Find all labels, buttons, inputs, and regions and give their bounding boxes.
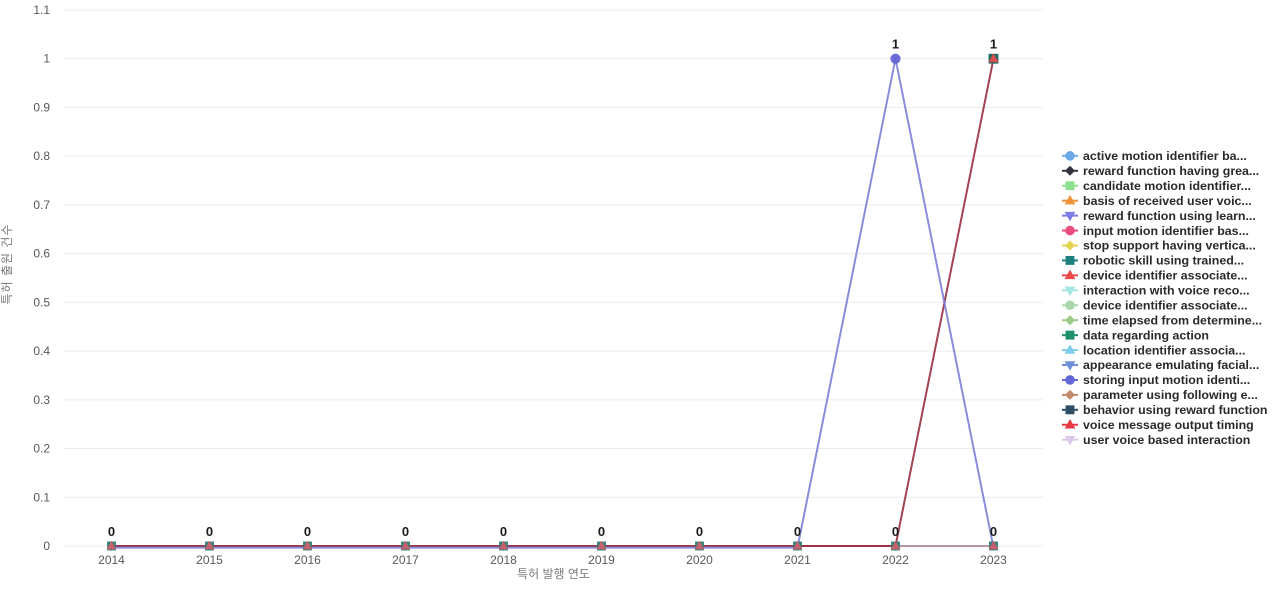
svg-text:0.8: 0.8 — [33, 149, 50, 163]
svg-text:2014: 2014 — [98, 553, 125, 567]
svg-text:time elapsed from determine...: time elapsed from determine... — [1083, 313, 1262, 327]
svg-text:appearance emulating facial...: appearance emulating facial... — [1083, 358, 1259, 372]
svg-text:0: 0 — [598, 524, 605, 539]
svg-text:2019: 2019 — [588, 553, 615, 567]
svg-text:0: 0 — [43, 539, 50, 553]
svg-text:device identifier associate...: device identifier associate... — [1083, 298, 1248, 312]
svg-text:reward function using learn...: reward function using learn... — [1083, 209, 1256, 223]
svg-text:2021: 2021 — [784, 553, 811, 567]
svg-text:0.7: 0.7 — [33, 198, 50, 212]
svg-text:0.4: 0.4 — [33, 344, 50, 358]
svg-text:2017: 2017 — [392, 553, 419, 567]
svg-text:0.9: 0.9 — [33, 100, 50, 114]
svg-text:2016: 2016 — [294, 553, 321, 567]
svg-text:data regarding action: data regarding action — [1083, 328, 1209, 342]
svg-text:behavior using reward function: behavior using reward function — [1083, 403, 1268, 417]
svg-text:특허 발행 연도: 특허 발행 연도 — [517, 566, 590, 581]
svg-text:active motion identifier ba...: active motion identifier ba... — [1083, 149, 1247, 163]
svg-text:0: 0 — [402, 524, 409, 539]
svg-text:2015: 2015 — [196, 553, 223, 567]
svg-text:0.2: 0.2 — [33, 442, 50, 456]
svg-text:storing input motion identi...: storing input motion identi... — [1083, 373, 1250, 387]
svg-text:device identifier associate...: device identifier associate... — [1083, 269, 1248, 283]
svg-text:2020: 2020 — [686, 553, 713, 567]
svg-text:input motion identifier bas...: input motion identifier bas... — [1083, 224, 1249, 238]
svg-text:2022: 2022 — [882, 553, 909, 567]
svg-text:2018: 2018 — [490, 553, 517, 567]
svg-text:stop support having vertica...: stop support having vertica... — [1083, 239, 1256, 253]
svg-text:candidate motion identifier...: candidate motion identifier... — [1083, 179, 1251, 193]
svg-text:0: 0 — [990, 524, 997, 539]
svg-text:1: 1 — [990, 37, 997, 52]
svg-text:location identifier associa...: location identifier associa... — [1083, 343, 1246, 357]
svg-text:user voice based interaction: user voice based interaction — [1083, 433, 1250, 447]
svg-text:basis of received user voic...: basis of received user voic... — [1083, 194, 1252, 208]
svg-text:1: 1 — [892, 37, 899, 52]
svg-text:0: 0 — [304, 524, 311, 539]
svg-text:0.3: 0.3 — [33, 393, 50, 407]
svg-text:0: 0 — [696, 524, 703, 539]
svg-text:1: 1 — [43, 52, 50, 66]
svg-text:2023: 2023 — [980, 553, 1007, 567]
svg-text:0.1: 0.1 — [33, 490, 50, 504]
svg-text:0: 0 — [206, 524, 213, 539]
svg-text:0: 0 — [892, 524, 899, 539]
svg-text:특허 출원 건수: 특허 출원 건수 — [0, 224, 14, 305]
svg-text:1.1: 1.1 — [33, 3, 50, 17]
svg-text:reward function having grea...: reward function having grea... — [1083, 164, 1259, 178]
svg-text:parameter using following e...: parameter using following e... — [1083, 388, 1258, 402]
svg-text:0.5: 0.5 — [33, 295, 50, 309]
svg-text:0: 0 — [108, 524, 115, 539]
svg-text:interaction with voice reco...: interaction with voice reco... — [1083, 284, 1250, 298]
svg-text:0.6: 0.6 — [33, 247, 50, 261]
svg-text:robotic skill using trained...: robotic skill using trained... — [1083, 254, 1244, 268]
svg-text:0: 0 — [500, 524, 507, 539]
svg-text:0: 0 — [794, 524, 801, 539]
svg-text:voice message output timing: voice message output timing — [1083, 418, 1254, 432]
